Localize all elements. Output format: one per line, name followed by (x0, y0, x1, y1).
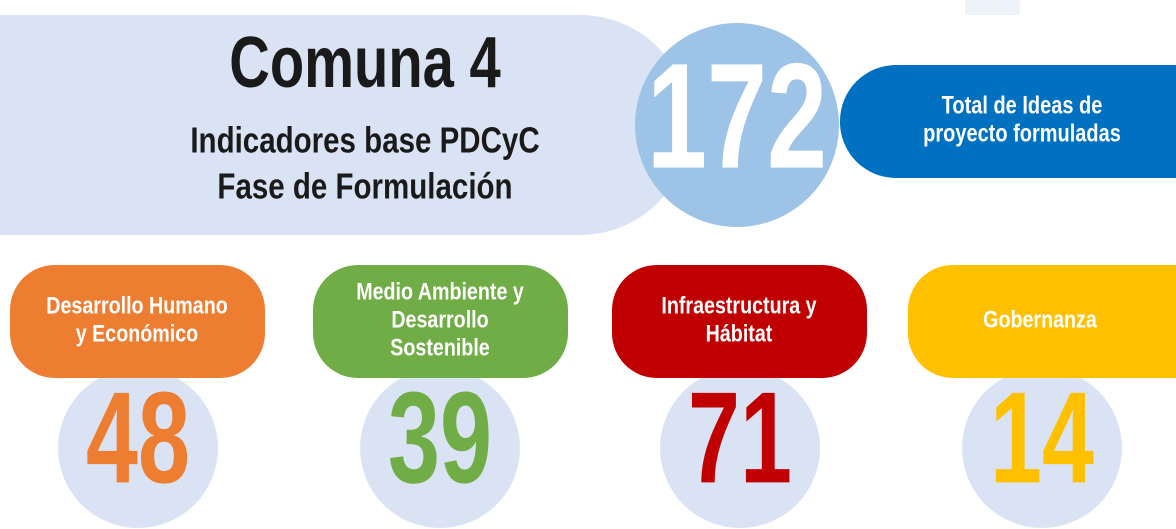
category-name: Infraestructura y (661, 291, 817, 318)
decor (965, 0, 1020, 15)
total-pill (840, 65, 1176, 178)
subtitle: Fase de Formulación (217, 166, 512, 206)
category-name: Medio Ambiente y (356, 277, 524, 304)
title: Comuna 4 (229, 22, 500, 102)
category-pill (313, 265, 568, 378)
category-value: 48 (86, 365, 190, 511)
category-circle (360, 368, 520, 528)
total-label: Total de Ideas de (942, 92, 1103, 120)
total-label: proyecto formuladas (923, 120, 1121, 148)
category-pill (612, 265, 867, 378)
category-name: Desarrollo Humano (46, 291, 227, 318)
category-name: Sostenible (390, 333, 489, 360)
category-value: 39 (388, 365, 492, 511)
category-circle (58, 368, 218, 528)
category-name: y Económico (76, 319, 198, 346)
category-value: 71 (688, 365, 792, 511)
header-pill (0, 15, 690, 235)
total-value: 172 (647, 32, 827, 200)
category-circle (962, 368, 1122, 528)
category-value: 14 (990, 365, 1094, 511)
category-pill (908, 265, 1176, 378)
total-circle (635, 23, 839, 227)
subtitle: Indicadores base PDCyC (190, 120, 539, 160)
category-name: Gobernanza (983, 305, 1097, 332)
category-name: Hábitat (706, 319, 773, 346)
category-pill (10, 265, 265, 378)
category-circle (660, 368, 820, 528)
category-name: Desarrollo (391, 305, 488, 332)
